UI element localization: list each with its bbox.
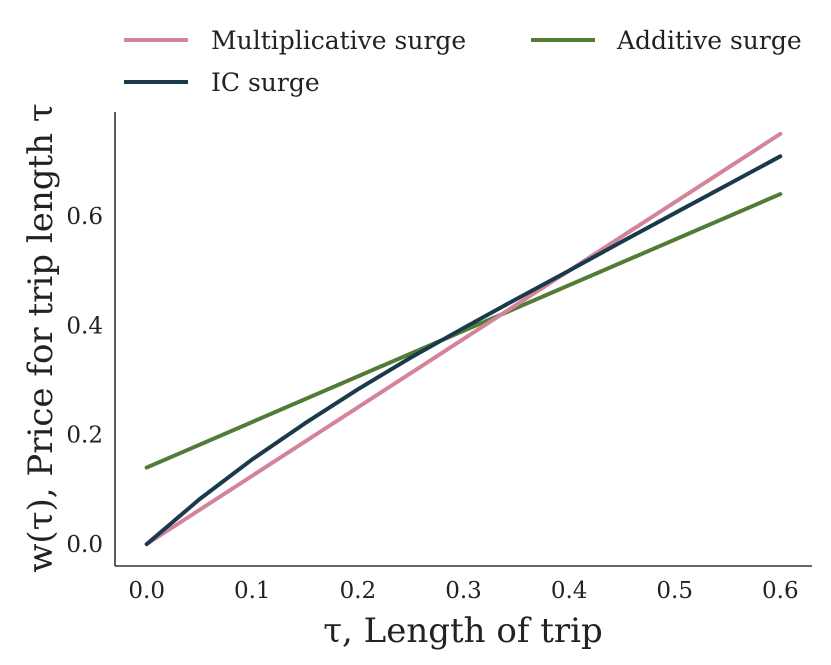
x-tick-label: 0.5 — [656, 578, 693, 604]
y-tick-label: 0.6 — [66, 204, 103, 230]
series-line-multiplicative-surge — [144, 131, 783, 547]
y-axis-label: w(τ), Price for trip length τ — [21, 103, 61, 572]
x-tick-label: 0.4 — [551, 578, 588, 604]
x-tick-label: 0.1 — [234, 578, 271, 604]
legend-label-multiplicative-surge: Multiplicative surge — [211, 26, 466, 55]
x-tick-label: 0.6 — [762, 578, 799, 604]
y-tick-label: 0.2 — [66, 423, 103, 449]
series-line-ic-surge — [144, 154, 783, 547]
ticks: 0.0 0.1 0.2 0.3 0.4 0.5 0.6 0.0 0.2 0.4 0.6 — [66, 204, 798, 604]
y-tick-label: 0.0 — [66, 532, 103, 558]
x-tick-label: 0.2 — [340, 578, 377, 604]
legend-label-additive-surge: Additive surge — [616, 26, 802, 55]
x-tick-label: 0.0 — [128, 578, 165, 604]
x-tick-label: 0.3 — [445, 578, 482, 604]
legend: Multiplicative surge Additive surge IC s… — [124, 26, 802, 97]
x-axis-label: τ, Length of trip — [323, 611, 603, 651]
series-lines — [144, 131, 783, 547]
series-line-additive-surge — [144, 192, 783, 470]
legend-label-ic-surge: IC surge — [211, 68, 320, 97]
y-tick-label: 0.4 — [66, 313, 103, 339]
